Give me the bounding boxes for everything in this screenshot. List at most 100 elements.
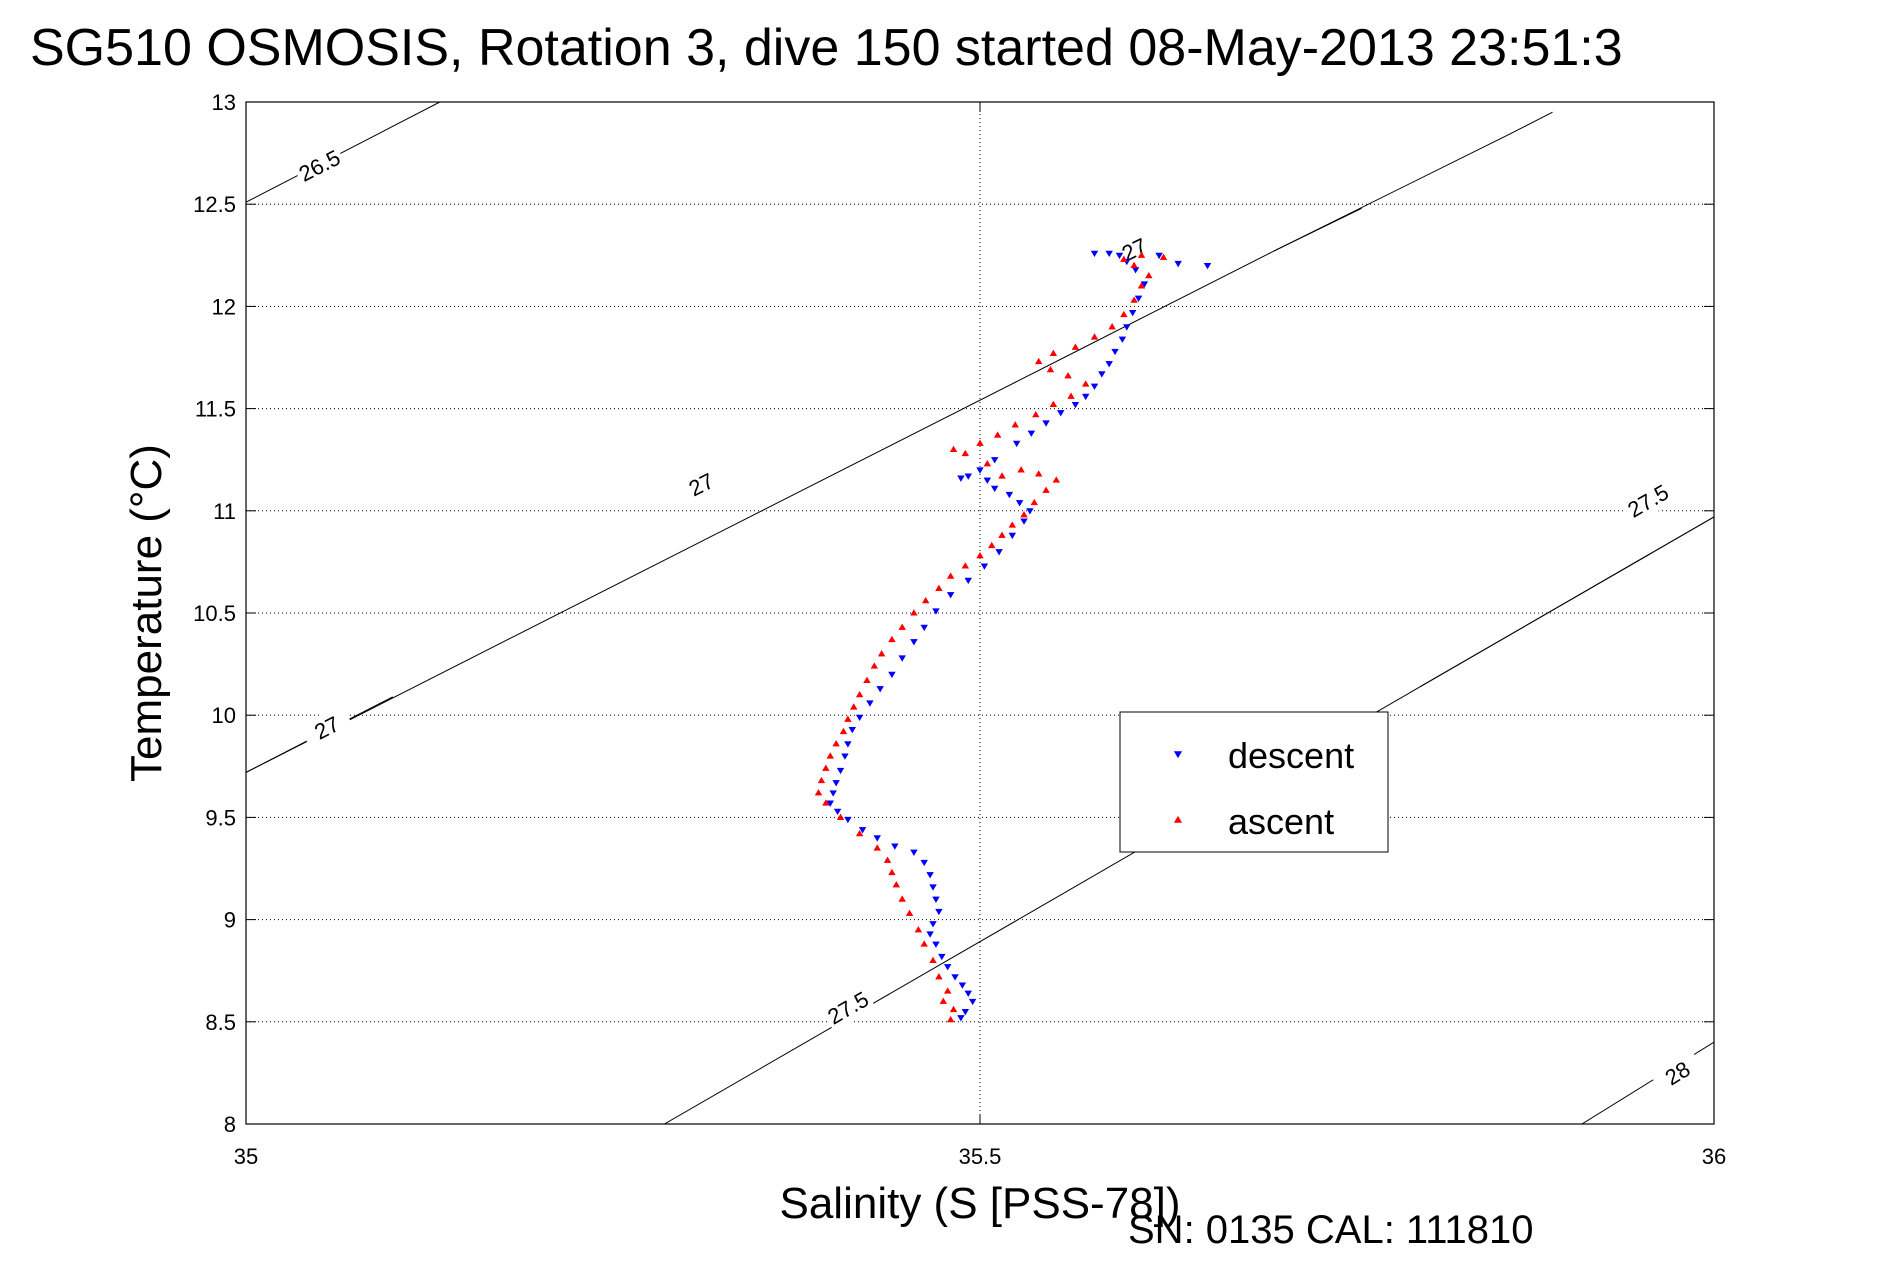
ascent-point <box>998 472 1006 479</box>
isopycnal-label-bg <box>291 141 348 189</box>
axes: 35 35.5 36 8 8.5 9 9.5 10 10.5 11 11.5 12 12.5 13 Sali… <box>122 90 1726 1228</box>
ascent-point <box>814 789 823 796</box>
ascent-point <box>914 926 923 933</box>
descent-point <box>1057 410 1065 417</box>
ascent-point <box>949 1005 958 1013</box>
ascent-point <box>826 752 834 759</box>
descent-point <box>833 808 842 816</box>
descent-point <box>1081 393 1090 401</box>
descent-point <box>858 827 867 834</box>
isopycnal-label-bg <box>673 460 729 508</box>
descent-point <box>1105 361 1113 368</box>
descent-point <box>1115 252 1124 260</box>
ascent-point <box>939 997 948 1004</box>
descent-point <box>848 726 857 734</box>
descent-point <box>876 686 884 693</box>
ascent-point <box>898 623 906 630</box>
descent-point <box>1026 508 1034 515</box>
ascent-point <box>855 690 864 698</box>
y-tick-label: 10.5 <box>193 601 236 626</box>
descent-point <box>1042 420 1050 427</box>
isopycnal-label-group: 26.5 <box>291 141 348 189</box>
ascent-point <box>935 584 943 592</box>
ascent-point <box>883 856 892 863</box>
descent-point <box>1140 281 1149 288</box>
ascent-point <box>976 439 984 446</box>
descent-point <box>990 485 999 493</box>
ascent-point <box>888 868 896 876</box>
ascent-point <box>850 703 858 710</box>
legend-label-ascent: ascent <box>1228 801 1334 842</box>
isopycnal-label-bg <box>1106 226 1162 273</box>
ascent-point <box>1130 261 1138 269</box>
ascent-point <box>1071 343 1080 350</box>
isopycnal-label-group: 27.5 <box>1620 476 1676 525</box>
descent-point <box>891 843 899 850</box>
descent-point <box>1027 430 1036 437</box>
ascent-point <box>822 764 830 771</box>
descent-point <box>855 714 864 722</box>
descent-point <box>1128 309 1137 317</box>
ascent-point <box>905 909 914 917</box>
descent-point <box>957 1015 965 1022</box>
descent-point <box>1123 324 1131 331</box>
ascent-point <box>1032 410 1040 418</box>
descent-point <box>1134 295 1143 303</box>
y-tick-label: 10 <box>212 703 236 728</box>
descent-point <box>968 998 977 1006</box>
isopycnal-label-group: 27 <box>298 704 355 751</box>
ascent-point <box>1049 400 1058 408</box>
descent-point <box>1071 401 1080 409</box>
descent-point <box>1005 491 1014 499</box>
ascent-point <box>943 987 952 994</box>
ascent-point <box>1052 476 1061 483</box>
isopycnal-label-group: 27.5 <box>820 983 876 1032</box>
descent-point <box>1118 336 1127 343</box>
isopycnal-label-group: 27 <box>673 460 729 508</box>
x-axis-label: Salinity (S [PSS-78]) <box>779 1179 1180 1228</box>
isopycnal-label-bg <box>820 983 876 1032</box>
ascent-point <box>961 562 970 569</box>
descent-point <box>980 563 989 570</box>
plot-frame <box>245 101 1715 1125</box>
ascent-point <box>929 956 937 964</box>
descent-point <box>920 624 928 632</box>
descent-point <box>961 1009 970 1016</box>
descent-point <box>920 859 928 867</box>
descent-point <box>898 655 906 662</box>
ascent-point <box>1017 466 1025 473</box>
descent-point <box>873 835 881 842</box>
ascent-point <box>1034 357 1043 365</box>
ascent-point <box>1034 470 1043 477</box>
legend-label-descent: descent <box>1228 735 1354 776</box>
x-tick-label: 35 <box>234 1144 258 1169</box>
ascent-point <box>892 881 901 888</box>
ascent-point <box>1020 511 1028 518</box>
ascent-point <box>998 531 1006 538</box>
descent-point <box>1012 440 1021 448</box>
ascent-point <box>832 740 840 747</box>
ascent-point <box>1108 323 1116 330</box>
ascent-point <box>946 1015 955 1023</box>
ascent-point <box>976 551 984 559</box>
descent-point <box>1131 267 1140 274</box>
descent-point <box>1111 348 1119 356</box>
descent-point <box>958 982 967 989</box>
descent-point <box>832 780 840 787</box>
descent-point <box>1105 250 1113 258</box>
isopycnal-label-bg <box>1649 1048 1706 1098</box>
descent-point <box>932 608 940 615</box>
ascent-point <box>1011 421 1019 428</box>
descent-point <box>990 457 999 464</box>
isopycnal-line <box>1420 516 1714 688</box>
legend-marker-ascent <box>1173 815 1183 823</box>
descent-point <box>826 800 834 807</box>
ascent-point <box>949 445 958 453</box>
descent-point <box>1020 518 1028 525</box>
descent-point <box>1015 500 1024 507</box>
descent-point <box>1008 532 1017 540</box>
descent-point <box>1174 260 1182 268</box>
y-tick-label: 8 <box>224 1112 236 1137</box>
ascent-point <box>855 829 864 837</box>
